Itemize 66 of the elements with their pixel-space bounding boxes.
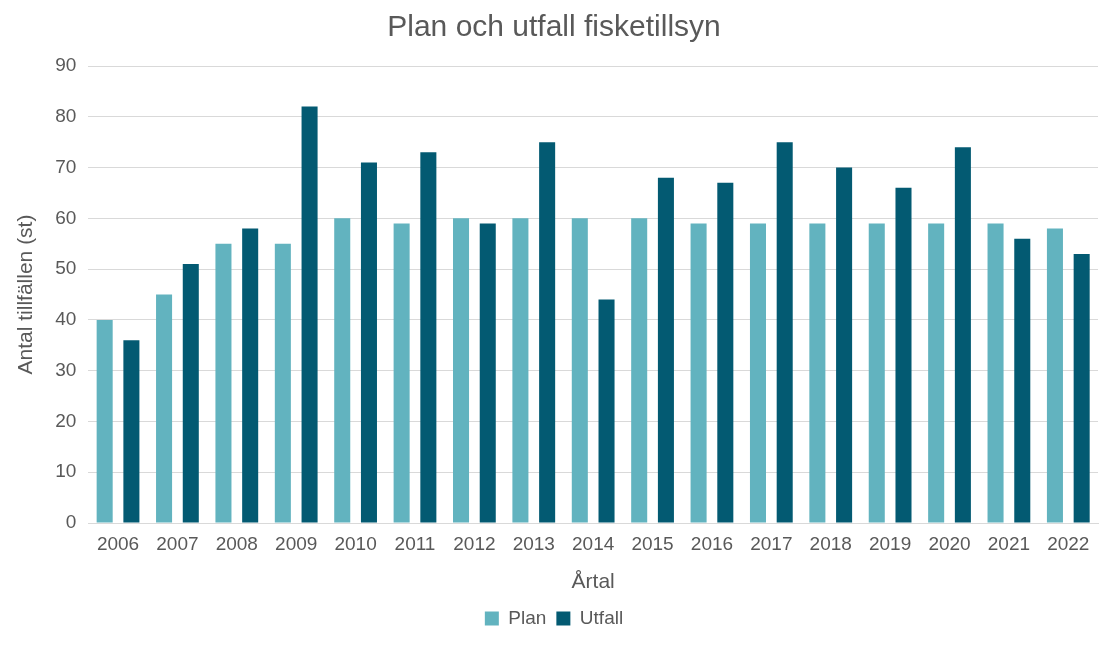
y-tick-label: 0 xyxy=(65,511,77,533)
bar xyxy=(749,223,766,523)
bar xyxy=(1073,253,1090,523)
bar xyxy=(598,299,615,523)
bar xyxy=(123,340,140,523)
legend-label: Plan xyxy=(508,606,547,628)
x-tick-label: 2015 xyxy=(631,532,674,554)
y-tick-label: 20 xyxy=(55,409,77,431)
x-tick-label: 2014 xyxy=(572,532,615,554)
x-tick-label: 2021 xyxy=(987,532,1031,554)
x-tick-label: 2013 xyxy=(512,532,555,554)
y-tick-label: 30 xyxy=(55,358,77,380)
bar xyxy=(301,106,318,523)
bar xyxy=(571,218,588,523)
bar xyxy=(334,218,351,523)
x-tick-label: 2006 xyxy=(96,532,140,554)
bar xyxy=(393,223,410,523)
x-tick-label: 2010 xyxy=(334,532,377,554)
bar xyxy=(1014,238,1031,523)
x-tick-label: 2020 xyxy=(928,532,971,554)
bar xyxy=(868,223,885,523)
x-tick-label: 2016 xyxy=(690,532,734,554)
bar xyxy=(215,243,232,523)
x-tick-label: 2012 xyxy=(453,532,496,554)
bar xyxy=(717,182,734,523)
bar xyxy=(631,218,648,523)
bar xyxy=(776,142,793,523)
y-tick-label: 50 xyxy=(55,257,77,279)
bar xyxy=(1046,228,1063,523)
bar xyxy=(242,228,259,523)
bar xyxy=(895,187,912,523)
y-tick-label: 10 xyxy=(55,460,77,482)
x-axis-title: Årtal xyxy=(571,569,615,593)
x-tick-label: 2011 xyxy=(394,532,436,554)
chart-title: Plan och utfall fisketillsyn xyxy=(387,9,721,43)
y-tick-label: 90 xyxy=(55,54,77,76)
y-axis-title: Antal tillfällen (st) xyxy=(13,214,37,375)
y-tick-label: 60 xyxy=(55,206,77,228)
bar xyxy=(809,223,826,523)
bar xyxy=(453,218,470,523)
y-tick-label: 80 xyxy=(55,105,77,127)
bar xyxy=(836,167,853,523)
x-tick-label: 2019 xyxy=(868,532,912,554)
bar xyxy=(954,147,971,523)
bar xyxy=(479,223,496,523)
bar xyxy=(420,152,437,523)
bar xyxy=(928,223,945,523)
bar xyxy=(96,319,113,523)
bar xyxy=(987,223,1004,523)
x-tick-label: 2018 xyxy=(809,532,852,554)
bar xyxy=(657,177,674,523)
legend-label: Utfall xyxy=(579,606,624,628)
y-tick-label: 70 xyxy=(55,155,77,177)
x-tick-label: 2007 xyxy=(156,532,199,554)
y-tick-label: 40 xyxy=(55,308,77,330)
bar xyxy=(690,223,707,523)
x-tick-label: 2009 xyxy=(275,532,318,554)
bar xyxy=(360,162,377,523)
bar xyxy=(182,264,199,523)
bar xyxy=(274,243,291,523)
bar xyxy=(156,294,173,523)
x-tick-label: 2008 xyxy=(215,532,258,554)
x-tick-label: 2017 xyxy=(750,532,793,554)
bar xyxy=(512,218,529,523)
x-tick-label: 2022 xyxy=(1047,532,1090,554)
bar xyxy=(539,142,556,523)
